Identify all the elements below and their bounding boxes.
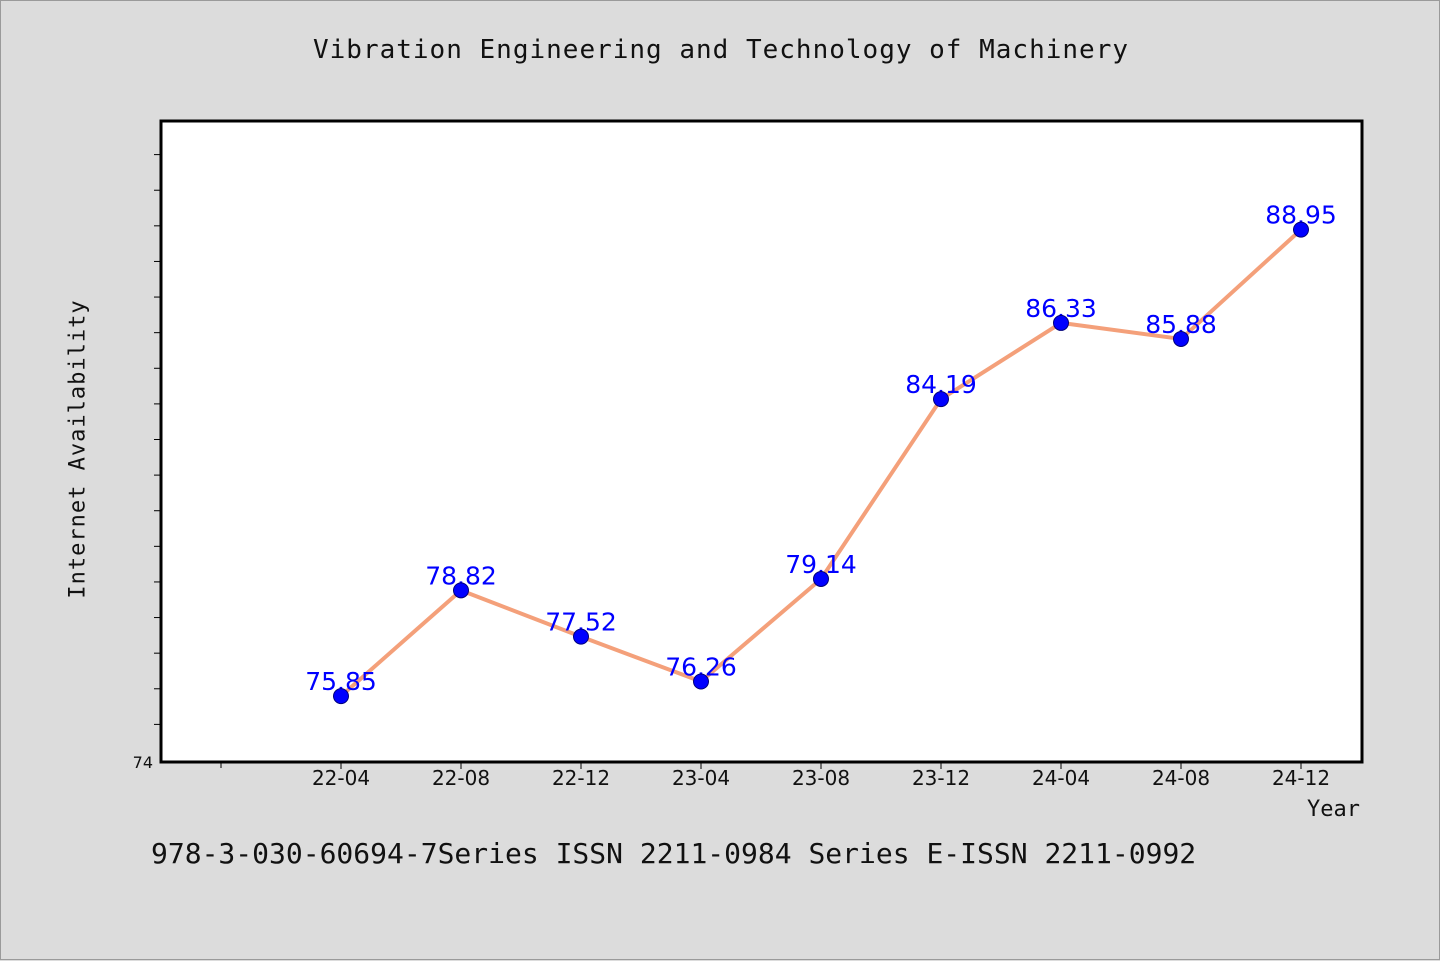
- data-point: [453, 582, 469, 599]
- data-point: [573, 628, 589, 645]
- data-point: [813, 570, 829, 587]
- y-axis-ticks: 74: [133, 154, 161, 772]
- data-point: [1053, 314, 1069, 331]
- x-tick-label: 23-08: [792, 766, 850, 790]
- x-tick-label: 24-04: [1032, 766, 1090, 790]
- data-points: [333, 221, 1309, 705]
- x-tick-label: 24-08: [1152, 766, 1210, 790]
- x-axis-ticks: 22-04 22-08 22-12 23-04 23-08 23-12 24-04 24-08…: [220, 762, 1330, 790]
- footer-note: 978-3-030-60694-7Series ISSN 2211-0984 S…: [151, 837, 1197, 870]
- data-point: [933, 391, 949, 408]
- x-tick-label: 22-08: [432, 766, 490, 790]
- data-point: [1293, 221, 1309, 238]
- x-axis-title: Year: [1307, 797, 1360, 822]
- x-tick-label: 23-12: [912, 766, 970, 790]
- y-tick-label: 74: [133, 753, 153, 772]
- chart-title: Vibration Engineering and Technology of …: [312, 35, 1129, 65]
- data-point: [333, 688, 349, 705]
- plot-area: [159, 119, 1364, 764]
- data-point: [1173, 330, 1189, 347]
- x-tick-label: 24-12: [1272, 766, 1330, 790]
- data-point: [693, 673, 709, 690]
- x-tick-label: 23-04: [672, 766, 730, 790]
- x-tick-label: 22-04: [312, 766, 370, 790]
- x-tick-label: 22-12: [552, 766, 610, 790]
